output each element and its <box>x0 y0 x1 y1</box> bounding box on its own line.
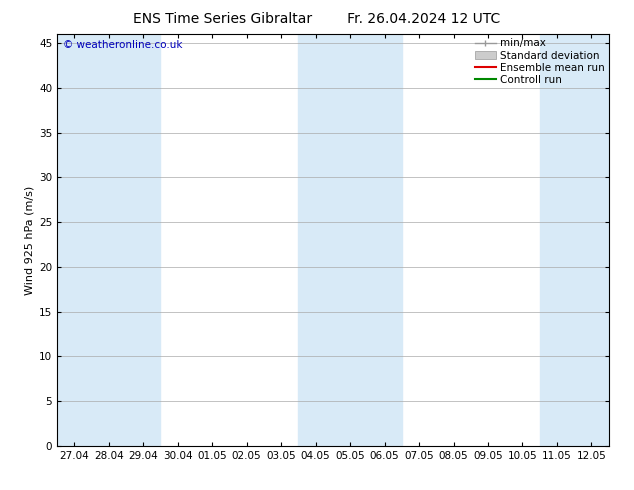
Bar <box>333 34 367 446</box>
Text: © weatheronline.co.uk: © weatheronline.co.uk <box>63 41 182 50</box>
Bar <box>57 34 91 446</box>
Legend: min/max, Standard deviation, Ensemble mean run, Controll run: min/max, Standard deviation, Ensemble me… <box>472 35 607 88</box>
Y-axis label: Wind 925 hPa (m/s): Wind 925 hPa (m/s) <box>25 186 35 294</box>
Bar <box>367 34 402 446</box>
Bar <box>574 34 609 446</box>
Bar <box>540 34 574 446</box>
Text: ENS Time Series Gibraltar        Fr. 26.04.2024 12 UTC: ENS Time Series Gibraltar Fr. 26.04.2024… <box>133 12 501 26</box>
Bar <box>299 34 333 446</box>
Bar <box>126 34 160 446</box>
Bar <box>91 34 126 446</box>
